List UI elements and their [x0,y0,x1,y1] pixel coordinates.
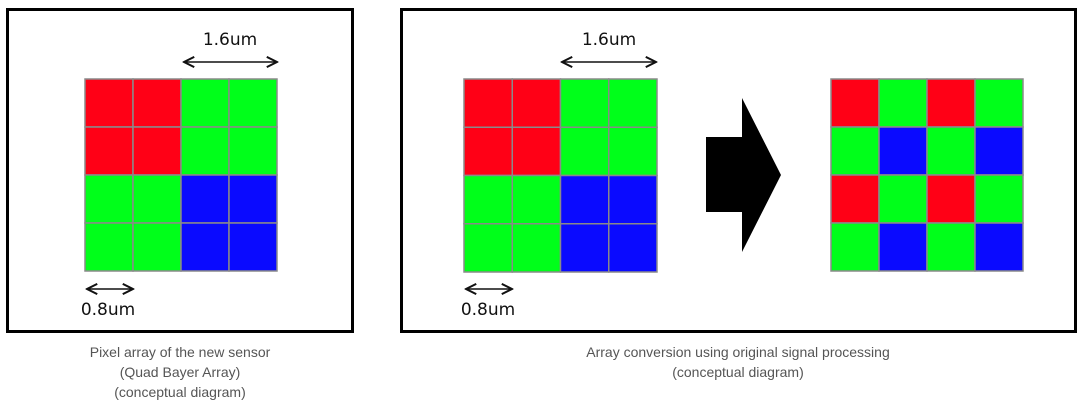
pixel-cell-G [559,126,610,177]
left-caption-line: (Quad Bayer Array) [119,364,241,380]
pixel-cell-B [974,126,1024,176]
pixel-cell-R [132,78,182,128]
pixel-cell-B [559,223,610,273]
dimension-label-large-right: 1.6um [582,30,636,50]
pixel-cell-B [878,126,928,176]
pixel-cell-G [180,126,230,176]
pixel-cell-G [180,78,230,128]
quad-bayer-grid-before [463,78,658,273]
pixel-cell-G [878,174,928,224]
pixel-cell-G [830,222,880,272]
pixel-cell-G [608,126,658,177]
dimension-label-small-right: 0.8um [461,300,515,320]
pixel-cell-G [511,174,562,225]
pixel-cell-B [878,222,928,272]
pixel-cell-G [228,78,278,128]
pixel-cell-B [180,174,230,224]
left-caption-line: Pixel array of the new sensor [89,344,271,360]
left-panel-frame [6,8,354,333]
pixel-cell-G [84,222,134,272]
pixel-cell-G [463,223,513,273]
pixel-cell-G [559,78,610,128]
pixel-cell-G [228,126,278,176]
pixel-cell-R [926,78,976,128]
right-caption-line: Array conversion using original signal p… [586,344,890,360]
pixel-cell-R [463,78,513,128]
pixel-cell-G [84,174,134,224]
pixel-cell-B [608,223,658,273]
pixel-cell-R [84,78,134,128]
left-caption-line: (conceptual diagram) [114,384,246,400]
pixel-cell-G [132,174,182,224]
pixel-cell-R [511,78,562,128]
pixel-cell-G [926,222,976,272]
pixel-cell-B [559,174,610,225]
pixel-cell-G [608,78,658,128]
pixel-cell-G [974,174,1024,224]
right-caption-line: (conceptual diagram) [672,364,804,380]
dimension-label-large-left: 1.6um [203,30,257,50]
pixel-cell-R [84,126,134,176]
pixel-cell-R [830,174,880,224]
pixel-cell-R [132,126,182,176]
pixel-cell-B [228,174,278,224]
pixel-cell-R [926,174,976,224]
pixel-cell-G [974,78,1024,128]
pixel-cell-B [974,222,1024,272]
pixel-cell-R [511,126,562,177]
quad-bayer-grid-left [84,78,278,272]
dimension-label-small-left: 0.8um [81,300,135,320]
pixel-cell-R [463,126,513,177]
pixel-cell-R [830,78,880,128]
pixel-cell-G [926,126,976,176]
pixel-cell-G [830,126,880,176]
pixel-cell-G [463,174,513,225]
pixel-cell-B [228,222,278,272]
pixel-cell-B [180,222,230,272]
pixel-cell-G [878,78,928,128]
right-caption: Array conversion using original signal p… [538,342,938,382]
pixel-cell-G [511,223,562,273]
left-caption: Pixel array of the new sensor (Quad Baye… [30,342,330,402]
pixel-cell-B [608,174,658,225]
right-panel-frame [400,8,1077,333]
pixel-cell-G [132,222,182,272]
right-arrow-icon [706,98,781,252]
bayer-grid-after [830,78,1024,272]
